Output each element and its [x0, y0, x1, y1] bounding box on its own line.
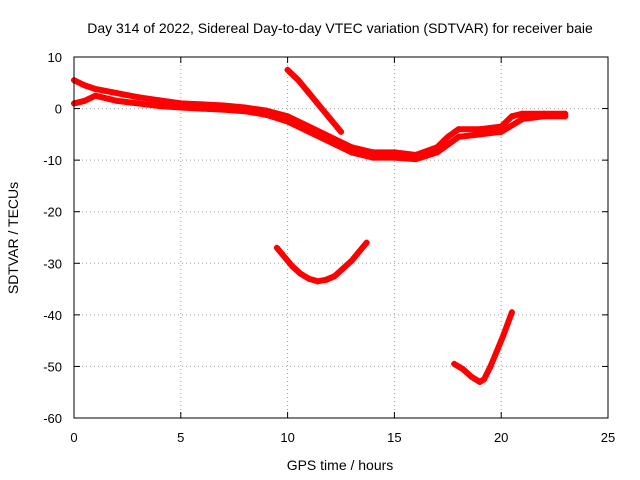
series-line	[284, 66, 344, 135]
data-point	[199, 105, 206, 112]
y-tick-label: -50	[43, 359, 62, 374]
y-tick-label: -40	[43, 308, 62, 323]
y-axis-label: SDTVAR / TECUs	[5, 182, 21, 294]
data-point	[493, 347, 500, 354]
data-point	[92, 92, 99, 99]
x-axis-label: GPS time / hours	[287, 457, 394, 473]
marks-layer	[71, 66, 569, 385]
y-tick-label: 0	[55, 102, 62, 117]
data-point	[391, 154, 398, 161]
data-point	[316, 102, 323, 109]
data-point	[363, 239, 370, 246]
x-tick-label: 15	[387, 430, 401, 445]
series-line	[71, 77, 569, 158]
y-tick-label: -20	[43, 205, 62, 220]
data-point	[481, 376, 488, 383]
data-point	[113, 97, 120, 104]
data-point	[331, 273, 338, 280]
x-tick-label: 20	[494, 430, 508, 445]
x-tick-label: 10	[280, 430, 294, 445]
series-line	[273, 239, 370, 285]
data-point	[451, 360, 458, 367]
data-point	[476, 131, 483, 138]
data-point	[455, 126, 462, 133]
data-point	[327, 139, 334, 146]
data-point	[459, 366, 466, 373]
data-point	[562, 113, 569, 120]
data-point	[135, 100, 142, 107]
series-band-lower	[71, 92, 569, 163]
data-point	[455, 133, 462, 140]
data-point	[519, 115, 526, 122]
y-tick-label: -60	[43, 411, 62, 426]
data-point	[284, 66, 291, 73]
data-point	[444, 133, 451, 140]
data-point	[357, 247, 364, 254]
data-point	[284, 118, 291, 125]
data-point	[348, 149, 355, 156]
data-point	[305, 90, 312, 97]
data-point	[295, 77, 302, 84]
chart-title: Day 314 of 2022, Sidereal Day-to-day VTE…	[87, 20, 593, 36]
data-point	[412, 156, 419, 163]
data-point	[284, 113, 291, 120]
data-point	[540, 113, 547, 120]
data-point	[434, 149, 441, 156]
y-tick-label: 10	[48, 50, 62, 65]
data-point	[241, 108, 248, 115]
data-point	[156, 102, 163, 109]
x-tick-label: 25	[601, 430, 615, 445]
data-point	[508, 309, 515, 316]
data-point	[338, 128, 344, 135]
series-band-upper	[71, 77, 569, 158]
data-point	[370, 154, 377, 161]
data-point	[305, 128, 312, 135]
data-point	[263, 111, 270, 118]
data-point	[314, 278, 321, 285]
ticks-layer: 0 5 10 15 20 25 10 0 -10 -20 -30 -40 -50 -60	[43, 50, 615, 445]
series-middle-arc	[273, 239, 370, 285]
data-point	[476, 378, 483, 385]
data-point	[113, 90, 120, 97]
data-point	[305, 275, 312, 282]
x-tick-label: 5	[177, 430, 184, 445]
y-tick-label: -10	[43, 153, 62, 168]
data-point	[323, 276, 330, 283]
data-point	[476, 126, 483, 133]
data-point	[340, 265, 347, 272]
data-point	[370, 149, 377, 156]
data-point	[288, 262, 295, 269]
series-upper-arc	[284, 66, 344, 135]
data-point	[508, 113, 515, 120]
data-point	[135, 94, 142, 101]
y-tick-label: -30	[43, 256, 62, 271]
data-point	[220, 106, 227, 113]
data-point	[487, 363, 494, 370]
data-point	[81, 82, 88, 89]
series-lower-arc	[451, 309, 515, 385]
plot-frame	[73, 56, 609, 419]
data-point	[498, 128, 505, 135]
data-point	[348, 257, 355, 264]
data-point	[156, 97, 163, 104]
data-point	[297, 270, 304, 277]
data-point	[280, 252, 287, 259]
data-point	[177, 104, 184, 111]
data-point	[391, 149, 398, 156]
x-tick-label: 0	[70, 430, 77, 445]
data-point	[500, 332, 507, 339]
data-point	[468, 373, 475, 380]
data-point	[327, 115, 334, 122]
data-point	[519, 110, 526, 117]
data-point	[92, 85, 99, 92]
data-point	[273, 244, 280, 251]
data-point	[81, 97, 88, 104]
